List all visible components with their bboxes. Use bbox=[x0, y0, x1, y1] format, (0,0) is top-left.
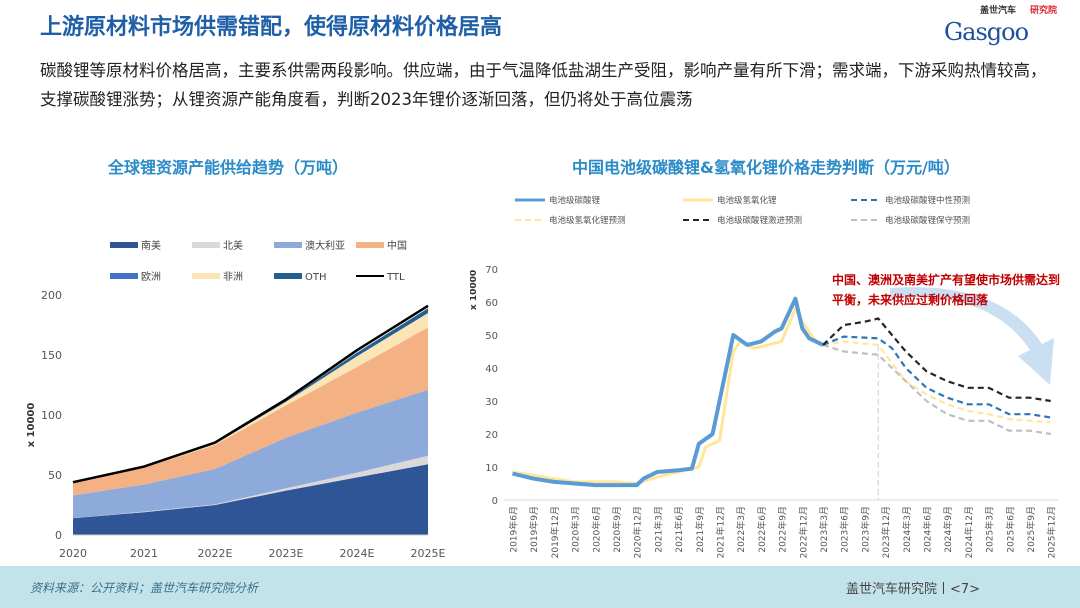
line-电池级碳酸锂中性预测 bbox=[822, 335, 1051, 419]
y-axis-label: x 10000 bbox=[26, 403, 37, 448]
legend-label: 非洲 bbox=[223, 271, 243, 283]
legend-label: 中国 bbox=[387, 239, 407, 252]
y-tick-label: 50 bbox=[48, 469, 62, 482]
annotation-text: 平衡，未来供应过剩价格回落 bbox=[832, 292, 989, 307]
x-tick-label: 2020年12月 bbox=[632, 506, 644, 558]
x-tick-label: 2023年9月 bbox=[859, 506, 871, 553]
legend-label: 电池级氢氧化锂 bbox=[717, 195, 777, 206]
y-tick-label: 50 bbox=[485, 331, 498, 342]
x-tick-label: 2023年6月 bbox=[839, 506, 851, 553]
x-tick-label: 2024年9月 bbox=[942, 506, 954, 553]
y-tick-label: 200 bbox=[41, 289, 62, 302]
logo-cn: 盖世汽车 bbox=[980, 6, 1017, 16]
legend-label: 南美 bbox=[141, 239, 161, 252]
legend-label: TTL bbox=[386, 272, 405, 283]
x-tick-label: 2024E bbox=[340, 547, 375, 560]
annotation-text: 中国、澳洲及南美扩产有望使市场供需达到 bbox=[832, 272, 1060, 287]
line-电池级碳酸锂激进预测 bbox=[822, 317, 1051, 403]
legend-label: 电池级氢氧化锂预测 bbox=[549, 215, 626, 226]
legend-swatch bbox=[192, 273, 220, 279]
legend-label: 电池级碳酸锂中性预测 bbox=[885, 195, 970, 206]
x-tick-label: 2022年6月 bbox=[756, 506, 768, 553]
price-line-chart: 0 10 20 30 40 50 60 70 x 10000 2019年6月 2019年9月 2019… bbox=[470, 195, 1060, 558]
line-电池级氢氧化锂 bbox=[512, 307, 824, 485]
x-tick-label: 2024年3月 bbox=[901, 506, 913, 553]
x-tick-label: 2020年6月 bbox=[590, 506, 602, 553]
x-tick-label: 2023年12月 bbox=[880, 506, 892, 558]
right-chart-title: 中国电池级碳酸锂&氢氧化锂价格走势判断（万元/吨） bbox=[572, 158, 960, 177]
line-电池级碳酸锂保守预测 bbox=[822, 343, 1051, 436]
y-tick-label: 60 bbox=[485, 298, 498, 309]
y-axis-label: x 10000 bbox=[470, 270, 479, 310]
y-tick-label: 10 bbox=[485, 463, 498, 474]
x-tick-label: 2025E bbox=[411, 547, 446, 560]
x-tick-label: 2019年6月 bbox=[508, 506, 520, 553]
x-tick-label: 2022年3月 bbox=[735, 506, 747, 553]
x-tick-label: 2025年12月 bbox=[1046, 506, 1058, 558]
legend-swatch bbox=[356, 242, 384, 248]
area-南美 bbox=[73, 464, 428, 535]
x-tick-label: 2024年6月 bbox=[922, 506, 934, 553]
legend-swatch bbox=[110, 242, 138, 248]
x-tick-label: 2021年3月 bbox=[652, 506, 664, 553]
x-tick-label: 2024年12月 bbox=[963, 506, 975, 558]
legend-label: 澳大利亚 bbox=[305, 239, 345, 252]
line-电池级氢氧化锂预测 bbox=[822, 340, 1051, 424]
x-tick-label: 2020 bbox=[59, 547, 87, 560]
x-tick-label: 2020年9月 bbox=[611, 506, 623, 553]
logo-en: Gasgoo bbox=[944, 18, 1029, 46]
x-tick-label: 2023年3月 bbox=[818, 506, 830, 553]
supply-area-chart: 0 50 100 150 200 x 10000 2020 2021 2022E 2023E 202… bbox=[26, 239, 446, 560]
y-tick-label: 20 bbox=[485, 430, 498, 441]
page-title: 上游原材料市场供需错配，使得原材料价格居高 bbox=[40, 15, 503, 40]
left-chart-title: 全球锂资源产能供给趋势（万吨） bbox=[108, 158, 349, 177]
trend-arrow-icon bbox=[890, 287, 1054, 385]
x-tick-label: 2021年6月 bbox=[673, 506, 685, 553]
legend-swatch bbox=[274, 273, 302, 279]
legend-swatch bbox=[274, 242, 302, 248]
legend-label: 电池级碳酸锂 bbox=[549, 195, 601, 206]
x-tick-label: 2025年6月 bbox=[1004, 506, 1016, 553]
footer: 资料来源：公开资料；盖世汽车研究院分析 盖世汽车研究院丨<7> bbox=[0, 566, 1080, 608]
x-tick-label: 2022年9月 bbox=[777, 506, 789, 553]
legend-label: 北美 bbox=[223, 239, 243, 252]
x-tick-label: 2020年3月 bbox=[570, 506, 582, 553]
line-电池级碳酸锂 bbox=[512, 296, 824, 488]
x-tick-label: 2021年12月 bbox=[715, 506, 727, 558]
source-note: 资料来源：公开资料；盖世汽车研究院分析 bbox=[30, 581, 259, 595]
area-中国 bbox=[73, 327, 428, 496]
legend-label: 电池级碳酸锂激进预测 bbox=[717, 215, 802, 226]
y-tick-label: 0 bbox=[55, 529, 62, 542]
legend-swatch bbox=[110, 273, 138, 279]
x-tick-label: 2019年12月 bbox=[549, 506, 561, 558]
logo-cn2: 研究院 bbox=[1030, 6, 1058, 16]
x-tick-label: 2021年9月 bbox=[694, 506, 706, 553]
y-tick-label: 150 bbox=[41, 349, 62, 362]
legend-label: 电池级碳酸锂保守预测 bbox=[885, 215, 970, 226]
gasgoo-logo: 盖世汽车 研究院 Gasgoo bbox=[940, 6, 1078, 48]
x-tick-label: 2022年12月 bbox=[797, 506, 809, 558]
area-澳大利亚 bbox=[73, 389, 428, 519]
legend-label: OTH bbox=[305, 272, 327, 283]
y-tick-label: 0 bbox=[492, 496, 498, 507]
legend-swatch bbox=[192, 242, 220, 248]
y-tick-label: 30 bbox=[485, 397, 498, 408]
line-TTL bbox=[72, 304, 429, 484]
x-tick-label: 2021 bbox=[130, 547, 158, 560]
legend-label: 欧洲 bbox=[141, 271, 161, 283]
y-tick-label: 100 bbox=[41, 409, 62, 422]
y-tick-label: 40 bbox=[485, 364, 498, 375]
summary-text: 碳酸锂等原材料价格居高，主要系供需两段影响。供应端，由于气温降低盐湖生产受阻，影… bbox=[40, 61, 1047, 109]
x-tick-label: 2019年9月 bbox=[528, 506, 540, 553]
x-tick-label: 2025年9月 bbox=[1025, 506, 1037, 553]
x-tick-label: 2025年3月 bbox=[984, 506, 996, 553]
x-tick-label: 2022E bbox=[198, 547, 233, 560]
x-tick-label: 2023E bbox=[269, 547, 304, 560]
y-tick-label: 70 bbox=[485, 265, 498, 276]
page-number: 盖世汽车研究院丨<7> bbox=[845, 582, 980, 597]
